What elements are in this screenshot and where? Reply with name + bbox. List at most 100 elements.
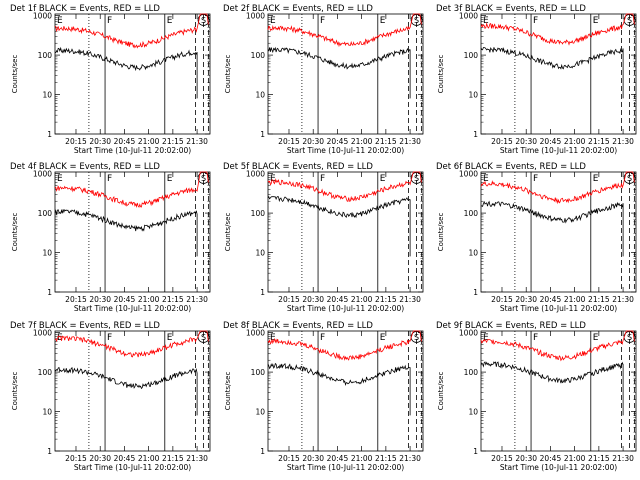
y-tick-label: 1 [260,447,265,456]
x-tick-label: 21:30 [612,137,634,146]
x-tick-label: 21:30 [186,295,208,304]
x-tick-label: 21:00 [351,137,373,146]
x-tick-label: 21:15 [588,454,610,463]
x-tick-label: 20:30 [515,295,537,304]
y-tick-label: 1 [47,288,52,297]
marker-letter: E [167,174,173,184]
x-tick-label: 21:15 [162,454,184,463]
x-tick-label: 20:15 [278,295,300,304]
y-axis-label: Counts/sec [437,55,445,94]
y-tick-label: 1000 [33,329,52,338]
panel-title: Det 4f BLACK = Events, RED = LLD [10,162,160,172]
x-tick-label: 20:30 [302,454,324,463]
plot-frame [480,330,637,452]
y-tick-label: 1000 [459,12,478,21]
marker-letter: F [107,16,112,26]
plot-frame [480,171,637,293]
x-tick-label: 21:00 [138,454,160,463]
x-tick-label: 20:15 [278,137,300,146]
x-tick-label: 20:30 [515,137,537,146]
y-tick-label: 10 [255,408,265,417]
x-axis-label: Start Time (10-Jul-11 20:02:00) [74,146,191,155]
plot-frame [267,330,424,452]
y-tick-label: 1000 [459,170,478,179]
y-tick-label: 10 [255,91,265,100]
marker-letter: E [270,16,276,26]
marker-letter: E [57,16,63,26]
x-tick-label: 20:45 [327,454,349,463]
x-tick-label: 20:15 [65,295,87,304]
saa-marker-circle [623,14,636,26]
series-line-events [480,361,624,416]
series-line-lld [267,330,422,361]
x-tick-label: 20:30 [89,295,111,304]
marker-letter: F [320,174,325,184]
x-tick-label: 20:15 [278,454,300,463]
x-tick-label: 21:00 [564,454,586,463]
y-tick-label: 1 [473,447,478,456]
marker-letter: E [483,333,489,343]
x-tick-label: 20:30 [89,454,111,463]
panel-title: Det 9f BLACK = Events, RED = LLD [436,321,586,331]
y-axis-label: Counts/sec [11,372,19,411]
panel-title: Det 7f BLACK = Events, RED = LLD [10,321,160,331]
x-tick-label: 20:45 [540,295,562,304]
x-tick-label: 21:00 [351,295,373,304]
x-tick-label: 20:45 [114,295,136,304]
marker-letter: S [414,16,419,25]
y-tick-label: 100 [251,368,266,377]
y-tick-label: 1 [260,130,265,139]
x-tick-label: 20:45 [114,137,136,146]
y-tick-label: 100 [464,209,479,218]
x-tick-label: 20:45 [327,137,349,146]
x-tick-label: 21:15 [375,454,397,463]
marker-letter: S [201,333,206,342]
y-tick-label: 1000 [33,170,52,179]
x-tick-label: 20:15 [65,137,87,146]
x-tick-label: 20:30 [302,137,324,146]
y-tick-label: 1 [473,130,478,139]
series-line-events [267,195,411,257]
y-tick-label: 100 [38,368,53,377]
y-tick-label: 10 [42,91,52,100]
x-tick-label: 21:00 [564,137,586,146]
panel-det-1: Det 1f BLACK = Events, RED = LLD 1 10 100 10… [10,4,211,155]
x-tick-label: 21:15 [375,295,397,304]
x-axis-label: Start Time (10-Jul-11 20:02:00) [287,463,404,472]
series-line-events [480,47,624,99]
x-tick-label: 20:15 [491,454,513,463]
x-tick-label: 21:30 [399,137,421,146]
y-tick-label: 100 [38,209,53,218]
series-line-events [267,362,411,416]
x-tick-label: 20:30 [89,137,111,146]
panel-title: Det 6f BLACK = Events, RED = LLD [436,162,586,172]
series-line-lld [54,171,209,209]
plot-frame [267,171,424,293]
x-tick-label: 20:30 [302,295,324,304]
marker-letter: S [627,333,632,342]
series-line-lld [480,171,635,205]
marker-letter: F [320,333,325,343]
x-axis-label: Start Time (10-Jul-11 20:02:00) [500,463,617,472]
panel-title: Det 3f BLACK = Events, RED = LLD [436,4,586,14]
y-tick-label: 10 [468,249,478,258]
y-axis-label: Counts/sec [224,372,232,411]
saa-marker-circle [623,172,636,184]
panel-title: Det 2f BLACK = Events, RED = LLD [223,4,373,14]
y-tick-label: 100 [464,51,479,60]
x-tick-label: 20:45 [114,454,136,463]
panel-det-9: Det 9f BLACK = Events, RED = LLD 1 10 100 10… [436,321,637,472]
series-line-lld [54,330,209,358]
y-tick-label: 1000 [246,12,265,21]
x-axis-label: Start Time (10-Jul-11 20:02:00) [500,304,617,313]
panel-title: Det 1f BLACK = Events, RED = LLD [10,4,160,14]
y-tick-label: 1 [47,447,52,456]
marker-letter: F [533,16,538,26]
marker-letter: E [380,16,386,26]
saa-marker-circle [197,14,210,26]
y-tick-label: 1 [47,130,52,139]
x-axis-label: Start Time (10-Jul-11 20:02:00) [74,304,191,313]
x-tick-label: 21:15 [162,137,184,146]
marker-letter: E [483,16,489,26]
